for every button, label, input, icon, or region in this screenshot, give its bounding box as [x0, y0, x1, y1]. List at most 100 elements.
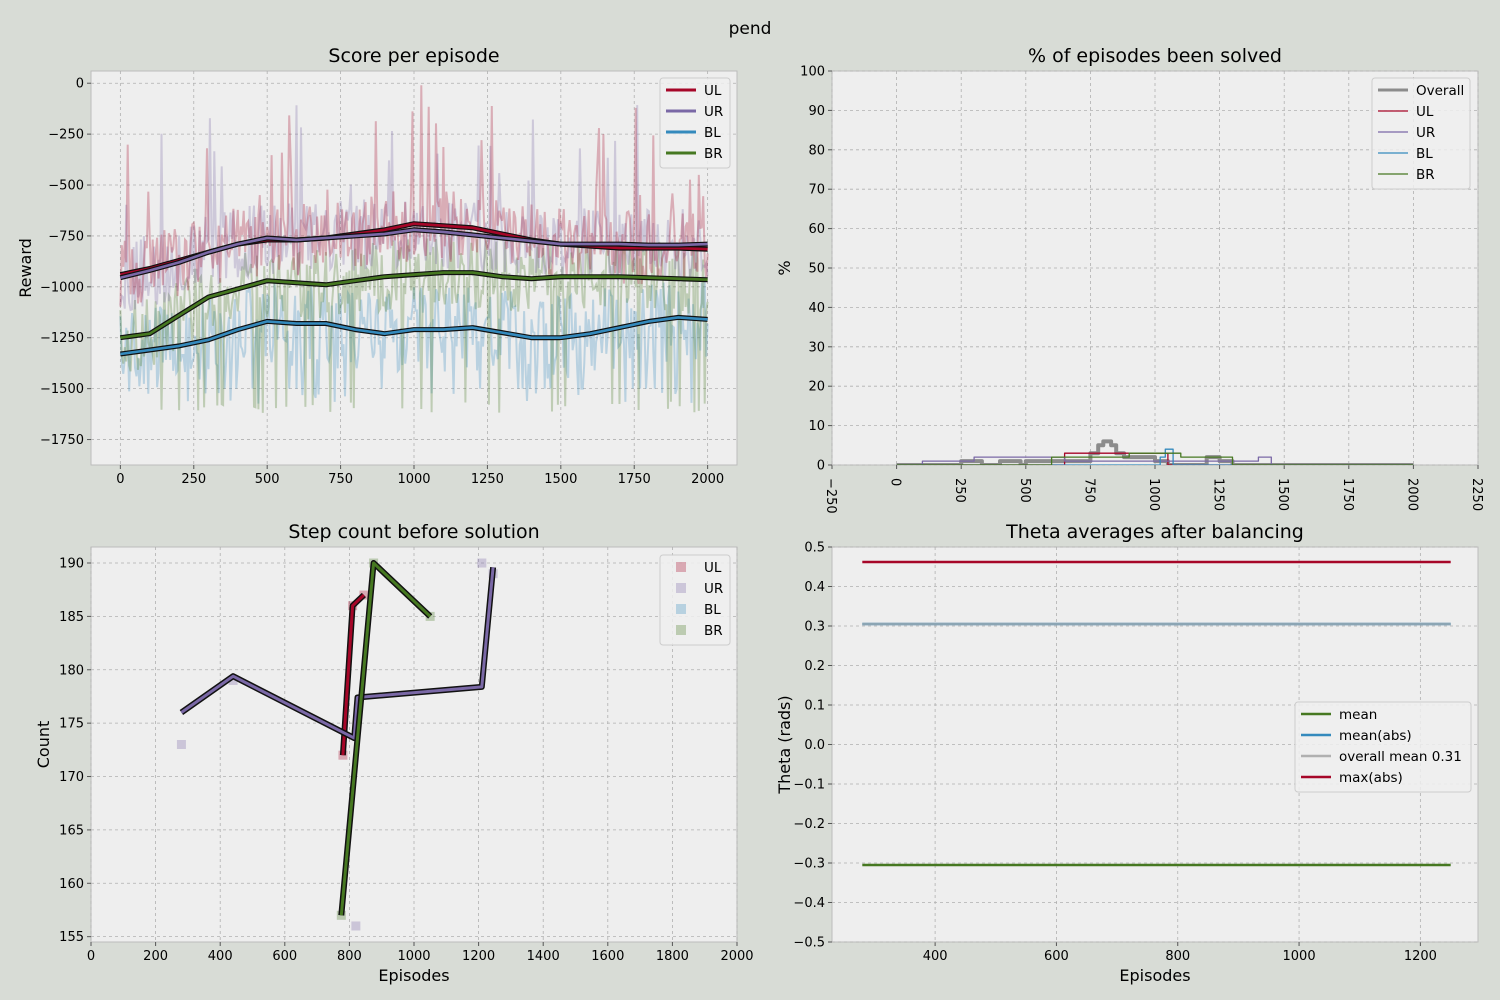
steps-x-tick-label: 200	[143, 949, 168, 964]
theta-y-tick-label: 0.3	[804, 620, 825, 635]
score-legend: UL UR BL BR	[659, 77, 731, 169]
steps-y-tick-label: 190	[59, 557, 84, 572]
steps-line-br	[339, 561, 432, 916]
steps-plot-area	[90, 546, 738, 943]
legend-swatch-br	[676, 625, 686, 635]
score-raw-line-ul	[119, 85, 709, 307]
legend-label-mean-abs: mean(abs)	[1339, 728, 1412, 744]
score-avg-line-br	[120, 271, 708, 339]
theta-y-tick-label: −0.5	[793, 936, 825, 951]
score-x-tick-label: 2000	[691, 472, 724, 487]
solved-y-tick-label: 40	[808, 301, 825, 316]
legend-label-br: BR	[704, 623, 723, 639]
theta-x-axis-label: Episodes	[1119, 966, 1190, 985]
theta-x-tick-label: 800	[1165, 949, 1190, 964]
theta-x-tick-label: 1200	[1404, 949, 1437, 964]
solved-x-tick-label: 500	[1017, 478, 1032, 503]
steps-y-tick-label: 175	[59, 717, 84, 732]
solved-x-tick-label: 1000	[1146, 478, 1161, 511]
legend-label-overall-mean-0-31: overall mean 0.31	[1339, 749, 1462, 765]
legend-label-ur: UR	[1416, 125, 1435, 141]
score-legend-frame	[659, 77, 731, 169]
legend-label-bl: BL	[1416, 146, 1433, 162]
theta-y-tick-label: 0.4	[804, 580, 825, 595]
steps-x-axis-label: Episodes	[378, 966, 449, 985]
steps-y-tick-label: 180	[59, 663, 84, 678]
steps-x-tick-label: 400	[208, 949, 233, 964]
legend-swatch-ur	[676, 583, 686, 593]
solved-x-tick-label: 2250	[1469, 478, 1484, 511]
steps-x-tick-label: 600	[272, 949, 297, 964]
steps-y-tick-label: 185	[59, 610, 84, 625]
score-raw-line-bl	[119, 276, 709, 404]
legend-swatch-bl	[676, 604, 686, 614]
legend-label-ur: UR	[704, 104, 723, 120]
theta-legend-frame	[1294, 701, 1472, 793]
steps-x-tick-label: 0	[87, 949, 95, 964]
score-plot-layer	[119, 85, 709, 413]
solved-y-tick-label: 60	[808, 222, 825, 237]
solved-y-axis-label: %	[775, 260, 794, 275]
theta-y-tick-label: 0.0	[804, 738, 825, 753]
solved-line-bl	[896, 448, 1414, 465]
solved-percentage-chart: −250 0 250 500 750 1000 1250 1500 1750 2000 2250 0 1…	[775, 45, 1484, 514]
steps-point-ur	[351, 921, 361, 931]
legend-label-ul: UL	[704, 560, 722, 576]
score-y-tick-label: −1500	[40, 382, 84, 397]
steps-x-tick-label: 1000	[397, 949, 430, 964]
solved-x-tick-label: 1500	[1275, 478, 1290, 511]
score-x-tick-label: 750	[328, 472, 353, 487]
solved-y-tick-label: 70	[808, 183, 825, 198]
solved-y-tick-label: 90	[808, 104, 825, 119]
theta-y-tick-label: 0.2	[804, 659, 825, 674]
score-x-tick-label: 500	[255, 472, 280, 487]
solved-y-tick-label: 20	[808, 380, 825, 395]
solved-x-tick-label: 2000	[1404, 478, 1419, 511]
steps-y-tick-label: 160	[59, 877, 84, 892]
steps-point-ur	[477, 558, 487, 568]
theta-y-tick-label: 0.1	[804, 699, 825, 714]
steps-point-br	[336, 910, 346, 920]
solved-x-tick-label: −250	[823, 478, 838, 514]
score-plot-area	[90, 70, 738, 466]
steps-y-tick-label: 155	[59, 930, 84, 945]
theta-y-tick-label: −0.2	[793, 817, 825, 832]
theta-x-tick-label: 400	[923, 949, 948, 964]
theta-y-tick-label: −0.3	[793, 857, 825, 872]
legend-label-overall: Overall	[1416, 83, 1464, 99]
solved-x-tick-label: 0	[888, 478, 903, 486]
solved-line-ul	[896, 452, 1414, 465]
solved-legend: Overall UL UR BL BR	[1371, 77, 1471, 190]
steps-line-ul	[341, 593, 365, 756]
theta-x-tick-label: 600	[1044, 949, 1069, 964]
steps-x-tick-label: 1200	[462, 949, 495, 964]
legend-label-ur: UR	[704, 581, 723, 597]
solved-line-overall	[896, 439, 1414, 465]
theta-legend: mean mean(abs) overall mean 0.31 max(abs)	[1294, 701, 1472, 793]
theta-y-axis-label: Theta (rads)	[775, 695, 794, 794]
score-y-axis-label: Reward	[16, 238, 35, 298]
score-title: Score per episode	[328, 45, 499, 67]
score-y-tick-label: −1750	[40, 433, 84, 448]
score-x-tick-label: 1500	[544, 472, 577, 487]
steps-x-tick-label: 800	[337, 949, 362, 964]
legend-label-bl: BL	[704, 125, 721, 141]
score-avg-line-ur	[120, 228, 708, 279]
steps-point-ur	[228, 675, 238, 685]
solved-y-tick-label: 50	[808, 262, 825, 277]
theta-x-tick-label: 1000	[1283, 949, 1316, 964]
steps-legend: UL UR BL BR	[659, 554, 731, 646]
score-y-tick-label: −1250	[40, 331, 84, 346]
steps-y-tick-label: 170	[59, 770, 84, 785]
solved-y-tick-label: 30	[808, 340, 825, 355]
score-y-tick-label: −250	[48, 128, 84, 143]
legend-label-mean: mean	[1339, 707, 1377, 723]
solved-y-tick-label: 100	[800, 65, 825, 80]
legend-label-br: BR	[704, 146, 723, 162]
solved-x-tick-label: 1750	[1340, 478, 1355, 511]
score-y-tick-label: −500	[48, 179, 84, 194]
steps-x-tick-label: 2000	[720, 949, 753, 964]
theta-y-tick-label: 0.5	[804, 541, 825, 556]
theta-y-tick-label: −0.4	[793, 896, 825, 911]
